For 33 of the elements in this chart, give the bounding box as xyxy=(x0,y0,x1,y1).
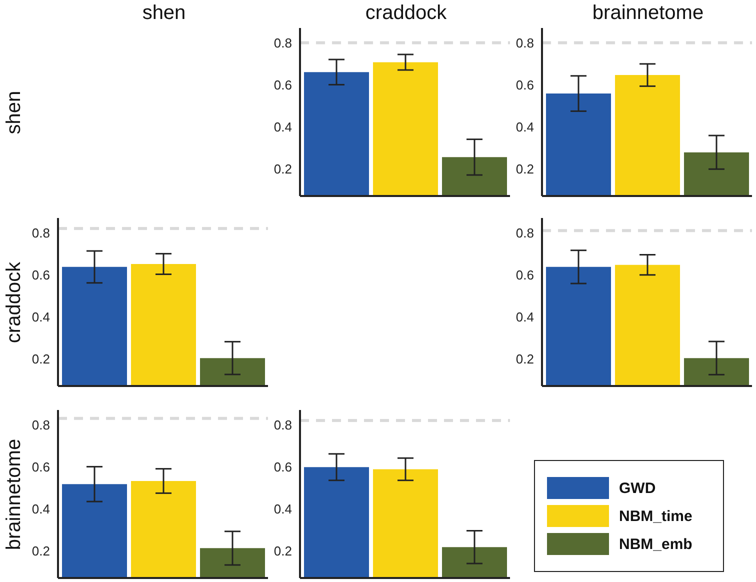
y-tick-label: 0.2 xyxy=(32,351,50,366)
y-tick-label: 0.8 xyxy=(32,417,50,432)
y-tick-label: 0.8 xyxy=(32,225,50,240)
legend-label: NBM_emb xyxy=(619,536,692,552)
y-tick-label: 0.8 xyxy=(516,35,534,50)
y-axis-title: brainnetome xyxy=(4,438,26,550)
y-tick-label: 0.6 xyxy=(274,77,292,92)
y-tick-label: 0.6 xyxy=(516,267,534,282)
chart-title: shen xyxy=(141,2,187,25)
y-tick-label: 0.8 xyxy=(274,35,292,50)
y-tick-label: 0.2 xyxy=(274,543,292,558)
y-tick-label: 0.2 xyxy=(32,543,50,558)
y-tick-label: 0.2 xyxy=(274,161,292,176)
y-tick-label: 0.4 xyxy=(274,501,292,516)
legend-label: GWD xyxy=(619,480,656,496)
y-tick-label: 0.8 xyxy=(274,417,292,432)
y-tick-label: 0.4 xyxy=(274,119,292,134)
chart-title: brainnetome xyxy=(591,2,705,25)
chart-title: craddock xyxy=(364,2,448,25)
y-tick-label: 0.2 xyxy=(516,351,534,366)
y-axis-title: shen xyxy=(4,90,26,134)
y-tick-label: 0.4 xyxy=(516,309,534,324)
legend-label: NBM_time xyxy=(619,508,692,524)
y-tick-label: 0.6 xyxy=(516,77,534,92)
y-tick-label: 0.4 xyxy=(516,119,534,134)
y-tick-label: 0.6 xyxy=(32,267,50,282)
y-axis-title: craddock xyxy=(4,261,26,343)
y-tick-label: 0.4 xyxy=(32,309,50,324)
y-tick-label: 0.4 xyxy=(32,501,50,516)
y-tick-label: 0.8 xyxy=(516,225,534,240)
y-tick-label: 0.6 xyxy=(274,459,292,474)
y-tick-label: 0.6 xyxy=(32,459,50,474)
y-tick-label: 0.2 xyxy=(516,161,534,176)
